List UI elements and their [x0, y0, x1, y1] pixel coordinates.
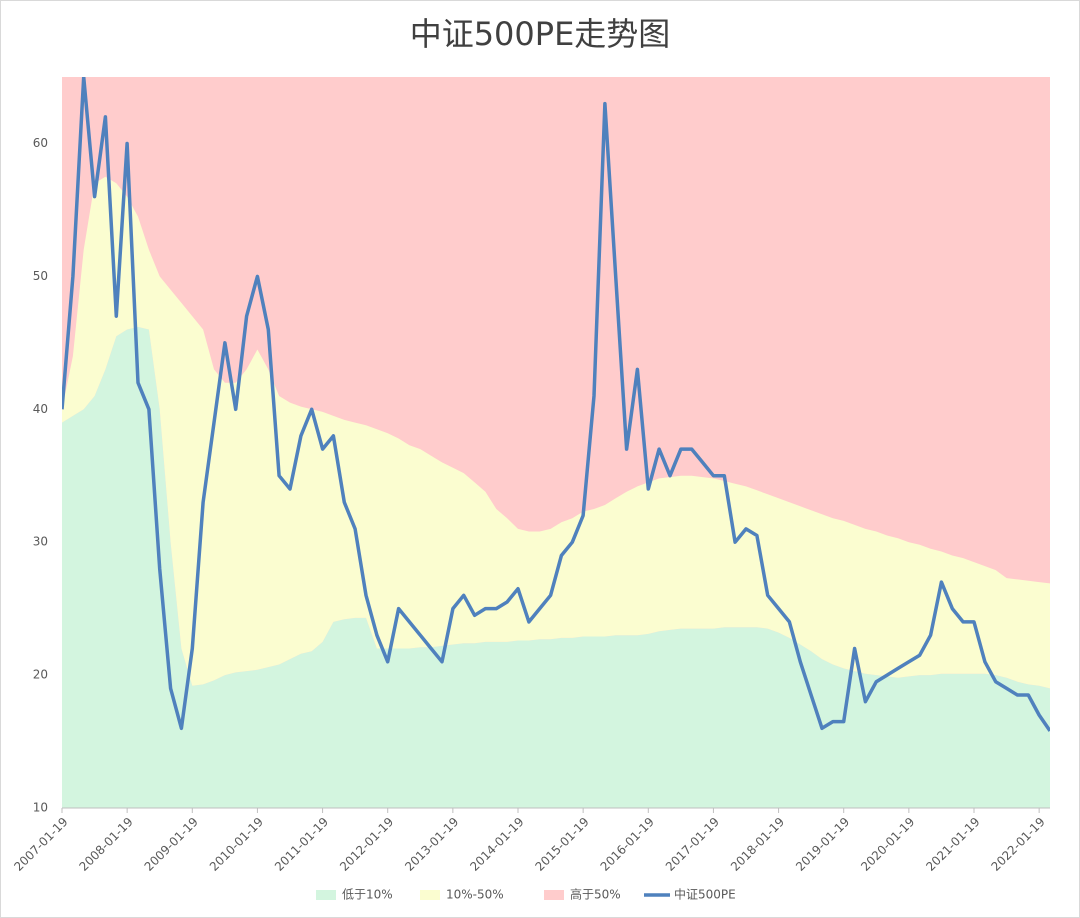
- legend-item: 低于10%: [316, 888, 393, 902]
- legend-label: 中证500PE: [674, 887, 736, 902]
- area: [62, 176, 1050, 689]
- y-tick-label: 20: [33, 668, 48, 682]
- legend-swatch: [420, 890, 440, 900]
- legend-item: 10%-50%: [420, 888, 504, 902]
- legend-item: 中证500PE: [644, 887, 736, 902]
- plot-area: [62, 77, 1050, 808]
- legend-swatch: [316, 890, 336, 900]
- chart-title: 中证500PE走势图: [410, 15, 671, 53]
- y-tick-label: 50: [33, 269, 48, 283]
- y-tick-label: 60: [33, 136, 48, 150]
- y-tick-label: 10: [33, 801, 48, 815]
- y-tick-label: 30: [33, 535, 48, 549]
- legend-label: 10%-50%: [446, 888, 504, 902]
- y-tick-label: 40: [33, 402, 48, 416]
- legend-item: 高于50%: [544, 887, 621, 902]
- legend-swatch: [544, 890, 564, 900]
- area: [62, 326, 1050, 808]
- line: [62, 77, 1050, 732]
- legend-label: 低于10%: [342, 888, 393, 902]
- legend-label: 高于50%: [570, 887, 621, 902]
